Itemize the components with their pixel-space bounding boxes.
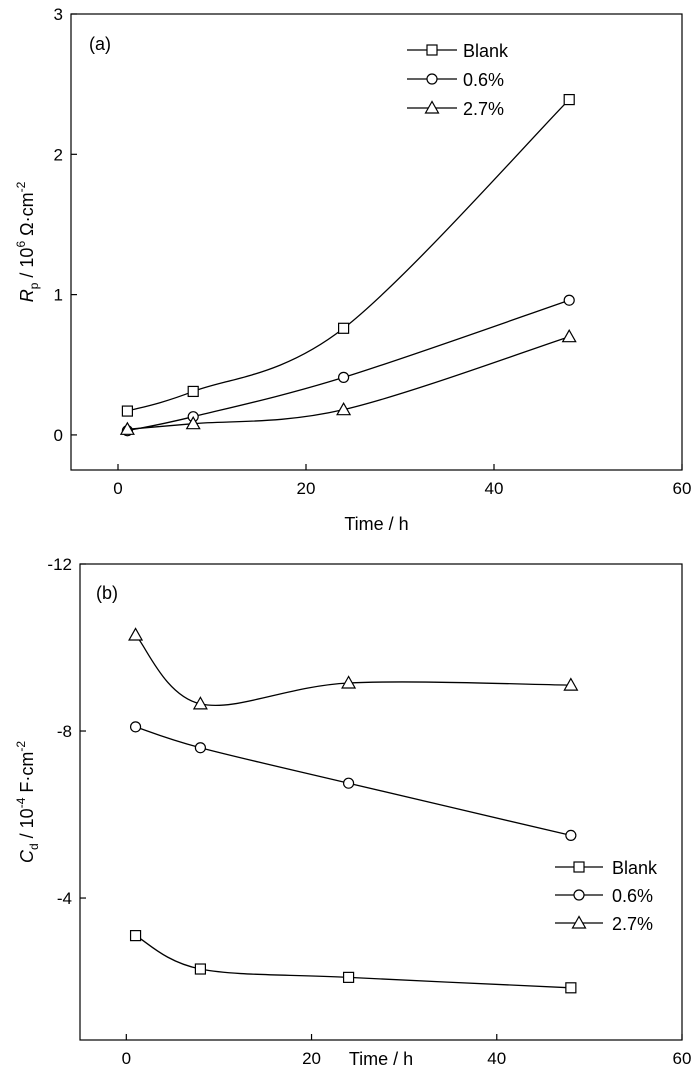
y-axis-label: Cd / 10-4 F·cm-2 xyxy=(14,741,41,863)
data-point xyxy=(129,930,142,942)
y-label-unit: Ω·cm xyxy=(17,192,37,240)
data-point xyxy=(129,721,142,733)
legend-entry: 2.7% xyxy=(555,914,653,934)
legend-marker xyxy=(571,915,587,929)
x-tick-label: 60 xyxy=(673,479,692,498)
legend-label: 2.7% xyxy=(612,914,653,934)
legend-entry: Blank xyxy=(407,41,509,61)
x-tick-label: 0 xyxy=(113,479,122,498)
y-tick-label: 3 xyxy=(54,5,63,24)
legend-entry: Blank xyxy=(555,858,658,878)
data-point xyxy=(342,777,355,789)
series-line xyxy=(127,99,570,412)
series-line xyxy=(127,336,570,430)
data-point xyxy=(338,371,350,383)
y-tick-label: -4 xyxy=(57,889,72,908)
legend-entry: 2.7% xyxy=(407,99,504,119)
data-point xyxy=(194,963,206,975)
panel-label: (b) xyxy=(96,583,118,603)
x-axis-label: Time / h xyxy=(344,514,408,534)
data-point xyxy=(121,405,134,417)
y-label-unit-exponent: -2 xyxy=(14,741,28,752)
data-point xyxy=(565,982,577,994)
data-point xyxy=(563,677,579,691)
legend-label: Blank xyxy=(612,858,658,878)
y-label-subscript: d xyxy=(27,843,41,850)
legend-label: Blank xyxy=(463,41,509,61)
y-tick-label: 0 xyxy=(54,426,63,445)
data-point xyxy=(565,829,577,842)
data-point xyxy=(561,328,577,343)
legend-marker xyxy=(426,73,438,85)
data-point xyxy=(563,294,575,306)
series-triangle xyxy=(128,627,579,710)
y-label-subscript: p xyxy=(27,282,41,289)
series-triangle xyxy=(119,328,577,435)
legend-entry: 0.6% xyxy=(555,886,653,906)
y-label-exponent: -4 xyxy=(14,797,28,808)
y-tick-label: 1 xyxy=(54,286,63,305)
series-line xyxy=(135,935,571,989)
legend-marker xyxy=(424,100,440,114)
plot-frame xyxy=(70,13,683,471)
data-point xyxy=(336,401,352,416)
y-label-unit: F·cm xyxy=(17,752,37,798)
series-square xyxy=(129,930,577,994)
data-point xyxy=(128,627,144,641)
y-tick-label: -12 xyxy=(47,555,72,574)
legend-label: 0.6% xyxy=(463,70,504,90)
plot-frame xyxy=(79,563,683,1041)
y-axis-label: Rp / 106 Ω·cm-2 xyxy=(14,181,41,302)
panel-a-rp-chart: 0 20 40 60 0 1 2 3 Time / h Rp / 106 Ω·cm-2 (a) Bla… xyxy=(14,5,691,534)
series-line xyxy=(135,726,572,837)
y-label-unit-prefix: / 10 xyxy=(17,808,37,843)
data-point xyxy=(341,675,357,689)
data-point xyxy=(563,93,575,106)
series-line xyxy=(135,634,571,707)
data-point xyxy=(342,971,355,983)
data-point xyxy=(119,421,135,435)
y-label-unit-exponent: -2 xyxy=(14,181,28,192)
y-label-symbol: R xyxy=(17,289,37,302)
series-circle xyxy=(129,721,577,842)
x-tick-label: 40 xyxy=(485,479,504,498)
x-tick-label: 40 xyxy=(487,1049,506,1068)
x-tick-label: 0 xyxy=(122,1049,131,1068)
y-label-exponent: 6 xyxy=(14,241,28,248)
legend-label: 0.6% xyxy=(612,886,653,906)
legend-marker xyxy=(573,861,585,873)
data-point xyxy=(187,385,199,398)
data-point xyxy=(194,742,206,754)
legend-marker xyxy=(426,44,438,56)
x-axis-label: Time / h xyxy=(349,1049,413,1068)
legend-label: 2.7% xyxy=(463,99,504,119)
data-point xyxy=(185,415,201,430)
x-tick-label: 20 xyxy=(297,479,316,498)
series-line xyxy=(127,299,570,432)
x-tick-label: 20 xyxy=(302,1049,321,1068)
y-tick-label: 2 xyxy=(54,145,63,164)
legend-entry: 0.6% xyxy=(407,70,504,90)
legend-marker xyxy=(573,889,585,901)
y-tick-label: -8 xyxy=(57,722,72,741)
y-label-symbol: C xyxy=(17,849,37,863)
series-square xyxy=(121,93,575,417)
panel-label: (a) xyxy=(89,34,111,54)
y-label-unit-prefix: / 10 xyxy=(17,248,37,283)
data-point xyxy=(192,696,208,710)
data-point xyxy=(338,322,350,334)
x-tick-label: 60 xyxy=(673,1049,692,1068)
